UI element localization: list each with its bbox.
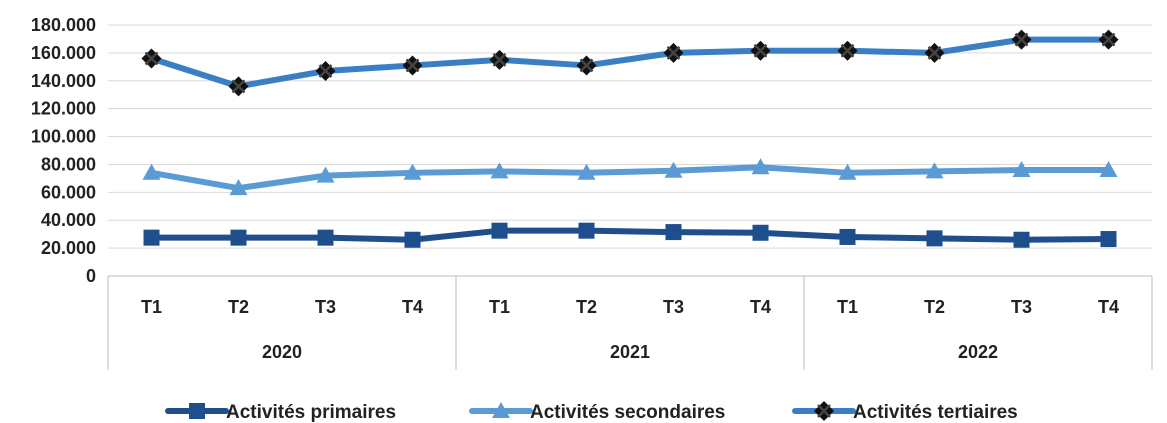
data-point-cross [927, 46, 942, 60]
legend-label: Activités tertiaires [853, 402, 1018, 423]
data-point [838, 163, 857, 180]
data-point [925, 162, 944, 179]
data-point [577, 163, 596, 180]
group-label: 2022 [958, 342, 998, 362]
y-tick-label: 60.000 [41, 182, 96, 202]
y-tick-label: 100.000 [31, 127, 96, 147]
data-point [1098, 29, 1119, 50]
data-point [1099, 161, 1118, 178]
data-point [490, 162, 509, 179]
legend: Activités primaires Activités secondaires… [165, 401, 1018, 423]
data-point [665, 224, 682, 241]
y-tick-label: 40.000 [41, 210, 96, 230]
data-point [663, 42, 684, 63]
data-point [317, 229, 334, 246]
data-point-cross [753, 43, 768, 58]
data-point [664, 161, 683, 178]
data-point-cross [144, 51, 159, 66]
data-point [751, 158, 770, 175]
x-tick-label: T4 [1098, 297, 1119, 317]
legend-label: Activités primaires [226, 402, 396, 423]
y-tick-label: 120.000 [31, 99, 96, 119]
data-point [814, 401, 834, 421]
data-point [1011, 29, 1032, 50]
axes: 0 20.000 40.000 60.000 80.000 100.000 120.000 1… [31, 15, 1153, 370]
data-point [229, 179, 248, 196]
series-line [148, 164, 1112, 192]
data-point [750, 40, 771, 61]
data-point-cross [1101, 32, 1116, 47]
data-point [141, 48, 162, 69]
series-lines [141, 29, 1119, 248]
x-tick-label: T2 [576, 297, 597, 317]
y-tick-label: 180.000 [31, 15, 96, 35]
data-point [839, 228, 856, 245]
data-point [228, 76, 249, 97]
data-point-cross [492, 52, 507, 67]
data-point [578, 222, 595, 239]
group-label: 2021 [610, 342, 650, 362]
x-tick-label: T1 [489, 297, 510, 317]
series-line [148, 36, 1112, 90]
y-tick-label: 0 [86, 266, 96, 286]
x-tick-label: T3 [663, 297, 684, 317]
y-tick-label: 140.000 [31, 71, 96, 91]
x-tick-label: T3 [1011, 297, 1032, 317]
data-point [403, 163, 422, 180]
data-point-cross [1014, 32, 1029, 47]
data-point [143, 229, 160, 246]
data-point [315, 61, 336, 82]
data-point [492, 402, 510, 418]
x-tick-label: T3 [315, 297, 336, 317]
data-point [1013, 231, 1030, 248]
gridlines [108, 24, 1152, 277]
data-point [489, 49, 510, 70]
x-tick-label: T1 [141, 297, 162, 317]
data-point [316, 166, 335, 183]
x-tick-label: T2 [228, 297, 249, 317]
data-point [491, 222, 508, 239]
x-tick-label: T2 [924, 297, 945, 317]
x-tick-label: T4 [402, 297, 423, 317]
data-point-cross [318, 64, 333, 78]
legend-label: Activités secondaires [530, 402, 725, 423]
y-tick-label: 160.000 [31, 43, 96, 63]
x-tick-label: T1 [837, 297, 858, 317]
data-point-cross [231, 79, 246, 94]
data-point [404, 231, 421, 248]
x-tick-label: T4 [750, 297, 771, 317]
series-line [148, 227, 1112, 243]
data-point [752, 224, 769, 241]
data-point [576, 55, 597, 76]
data-point [1012, 161, 1031, 178]
data-point-cross [840, 43, 855, 58]
data-point [230, 229, 247, 246]
data-point [142, 163, 161, 180]
data-point-cross [817, 404, 831, 418]
data-point-cross [579, 58, 594, 73]
data-point [189, 403, 205, 419]
data-point-cross [666, 46, 681, 60]
group-label: 2020 [262, 342, 302, 362]
data-point [1100, 231, 1117, 248]
y-tick-label: 80.000 [41, 154, 96, 174]
data-point-cross [405, 58, 420, 73]
y-tick-label: 20.000 [41, 238, 96, 258]
data-point [924, 42, 945, 63]
data-point [402, 55, 423, 76]
data-point [837, 40, 858, 61]
data-point [926, 230, 943, 247]
